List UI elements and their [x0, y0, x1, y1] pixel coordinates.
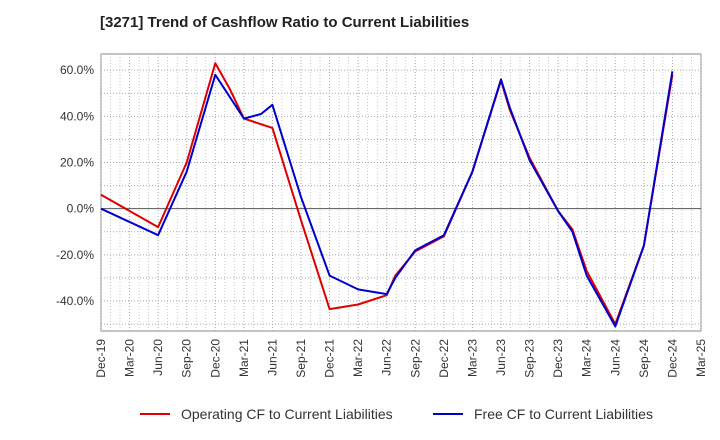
x-tick-label: Dec-23	[551, 339, 565, 378]
x-tick-label: Dec-22	[437, 339, 451, 378]
x-tick-label: Mar-22	[351, 339, 365, 377]
x-tick-label: Mar-25	[694, 339, 708, 377]
x-tick-label: Sep-22	[408, 339, 422, 378]
x-tick-label: Mar-20	[123, 339, 137, 377]
x-tick-label: Dec-19	[94, 339, 108, 378]
x-tick-label: Jun-20	[151, 339, 165, 376]
x-tick-label: Jun-23	[494, 339, 508, 376]
x-tick-label: Mar-21	[237, 339, 251, 377]
x-tick-label: Mar-24	[580, 339, 594, 377]
series-line	[100, 71, 674, 328]
y-tick-label: 60.0%	[60, 63, 94, 77]
chart-title: [3271] Trend of Cashflow Ratio to Curren…	[100, 14, 470, 31]
x-tick-label: Jun-21	[265, 339, 279, 376]
x-tick-label: Sep-23	[523, 339, 537, 378]
x-tick-label: Sep-21	[294, 339, 308, 378]
x-tick-label: Jun-24	[608, 339, 622, 376]
plot-area	[100, 53, 702, 332]
y-tick-label: -40.0%	[56, 294, 94, 308]
x-tick-label: Dec-20	[208, 339, 222, 378]
legend-label: Free CF to Current Liabilities	[474, 406, 653, 422]
x-tick-label: Sep-24	[637, 339, 651, 378]
y-tick-label: -20.0%	[56, 248, 94, 262]
y-tick-label: 20.0%	[60, 155, 94, 169]
x-tick-label: Dec-21	[323, 339, 337, 378]
y-tick-label: 0.0%	[67, 202, 95, 216]
x-tick-label: Jun-22	[380, 339, 394, 376]
legend-label: Operating CF to Current Liabilities	[181, 406, 393, 422]
x-tick-label: Sep-20	[180, 339, 194, 378]
y-tick-label: 40.0%	[60, 109, 94, 123]
x-tick-label: Mar-23	[465, 339, 479, 377]
x-tick-label: Dec-24	[665, 339, 679, 378]
